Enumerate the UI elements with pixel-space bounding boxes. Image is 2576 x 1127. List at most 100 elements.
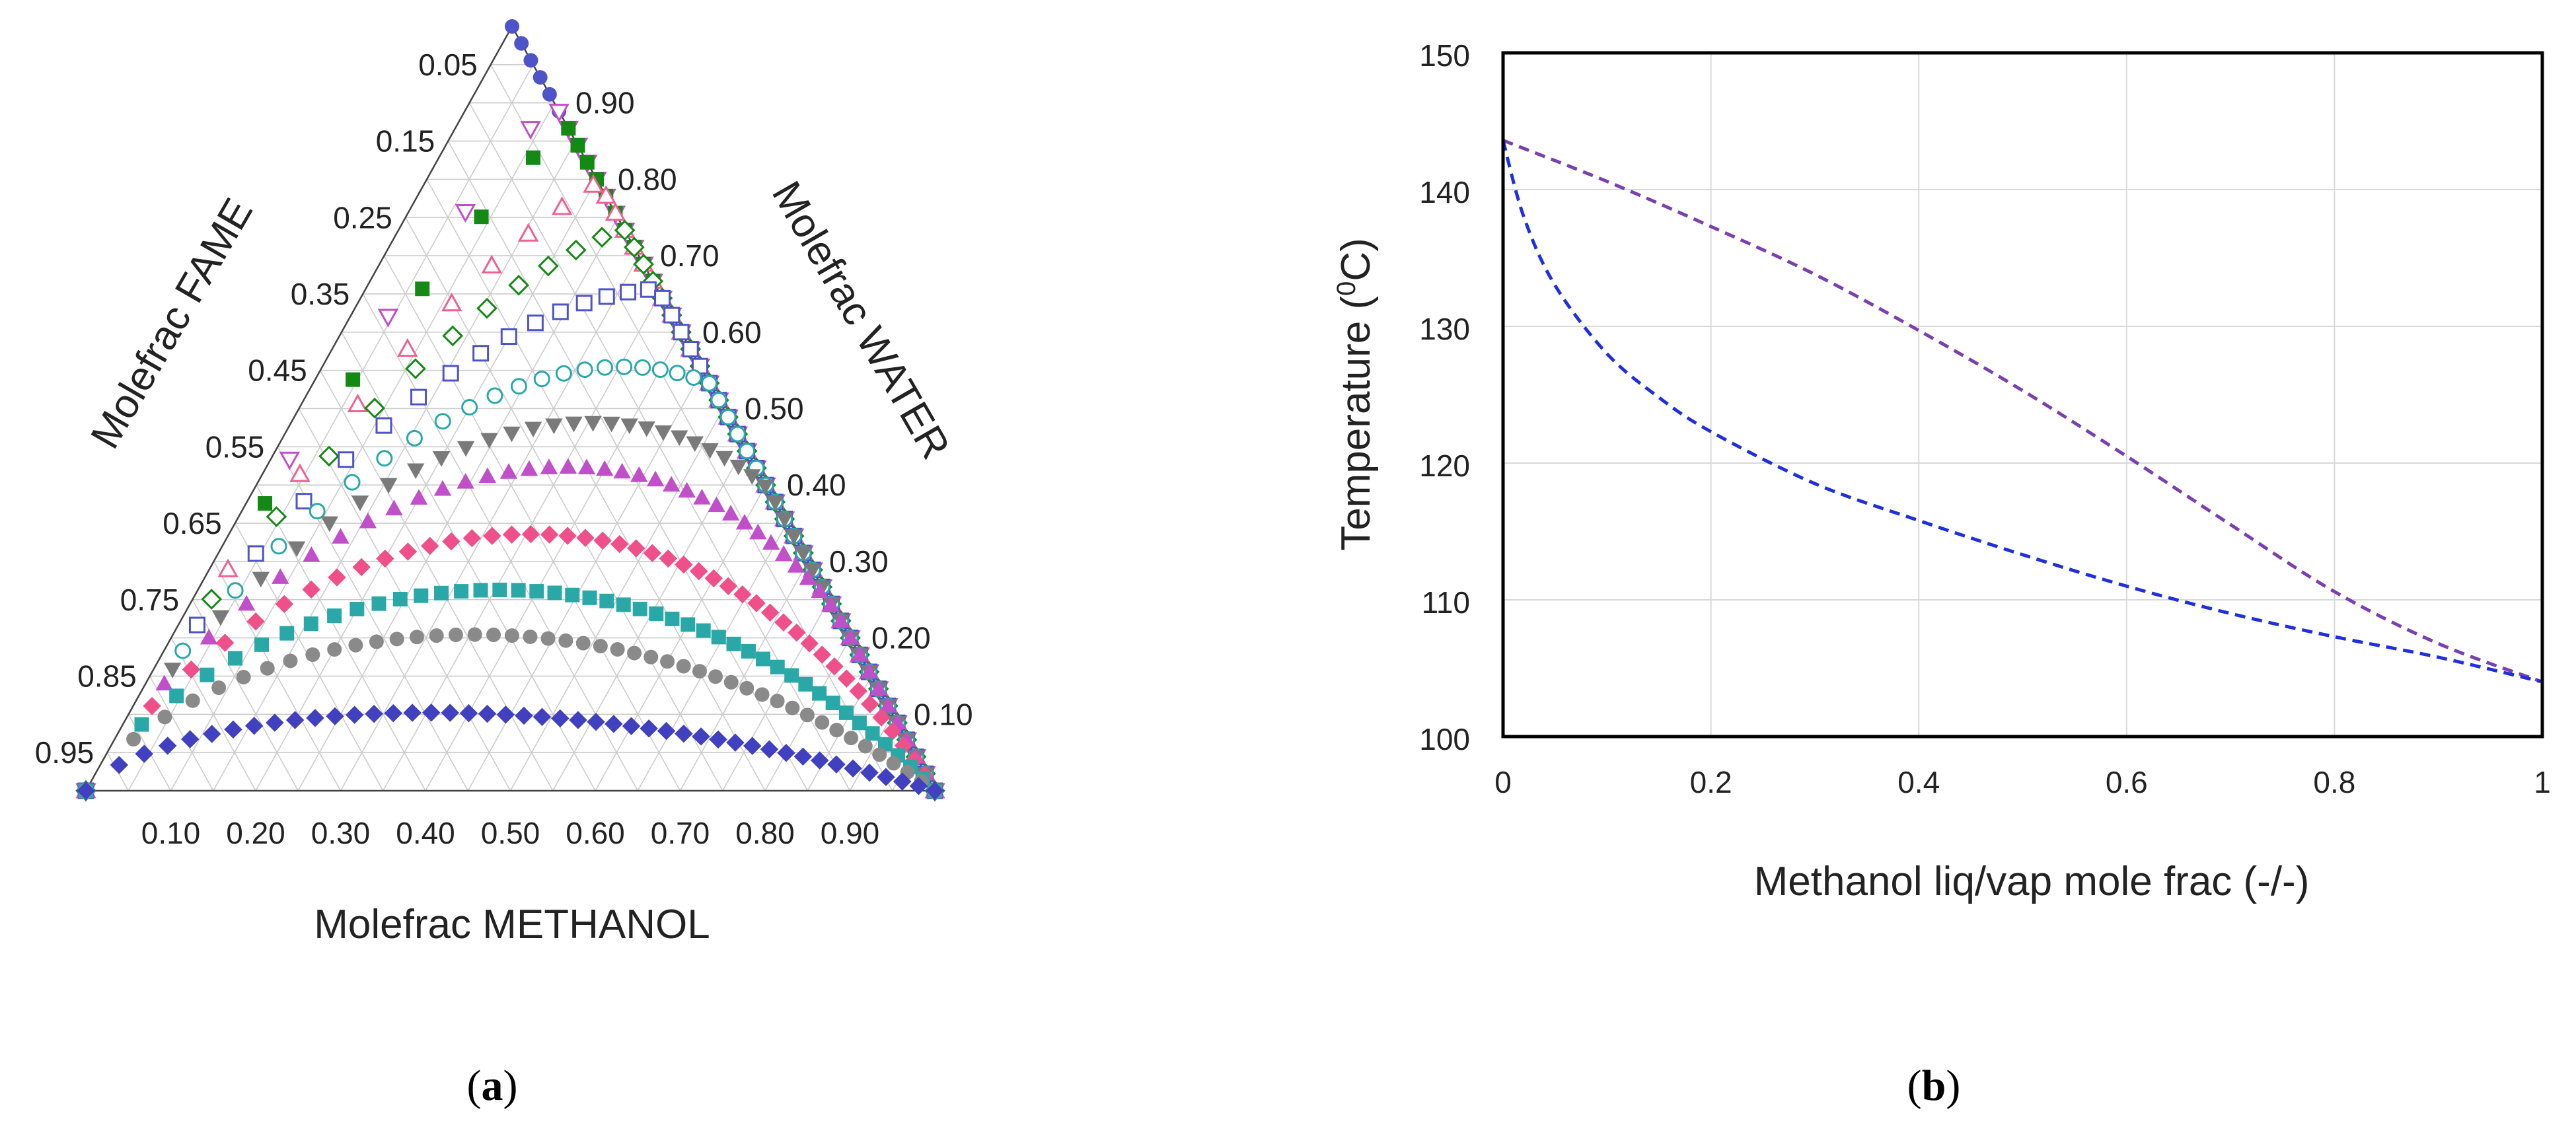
data-point (478, 467, 497, 484)
data-point (693, 489, 711, 505)
data-point (126, 731, 141, 746)
data-point (442, 365, 459, 382)
y-tick-labels: 100 110 120 130 140 150 (1419, 38, 1470, 756)
bottom-tick-label: 0.90 (821, 816, 880, 850)
data-point (492, 583, 507, 598)
data-point (520, 460, 538, 476)
data-point (723, 674, 739, 690)
data-point (654, 425, 673, 441)
data-point (496, 706, 515, 724)
data-point (306, 709, 324, 727)
data-point (200, 628, 218, 645)
data-point (640, 719, 658, 738)
data-point (338, 451, 355, 468)
data-point (729, 425, 746, 443)
data-point (376, 450, 393, 467)
data-point (596, 460, 614, 476)
ternary-gridline (595, 484, 766, 791)
left-tick-label: 0.65 (163, 506, 222, 540)
data-point (332, 528, 350, 544)
data-point (605, 715, 623, 733)
data-point (540, 525, 559, 544)
data-point (467, 627, 482, 642)
data-point (614, 219, 636, 241)
data-point (201, 589, 223, 610)
x-tick-labels: 0 0.2 0.4 0.6 0.8 1 (1494, 765, 2551, 799)
data-point (785, 700, 800, 715)
data-point (503, 426, 521, 443)
data-point (710, 392, 727, 409)
data-point (266, 506, 287, 527)
data-point (663, 476, 681, 492)
data-point (756, 479, 774, 495)
line-series (1501, 139, 2543, 684)
data-point (283, 653, 298, 669)
data-point (433, 480, 452, 496)
data-point (441, 293, 462, 312)
data-point (369, 634, 384, 649)
line-panel: 0 0.2 0.4 0.6 0.8 1 100 110 120 130 140 150 Methan… (1332, 38, 2551, 1110)
right-tick-label: 0.50 (745, 392, 804, 426)
data-point (739, 443, 756, 460)
data-point (505, 19, 519, 34)
data-point (405, 358, 426, 380)
right-tick-label: 0.30 (829, 544, 889, 579)
data-point (735, 513, 754, 530)
data-point (200, 667, 215, 682)
data-point (754, 687, 770, 702)
data-point (644, 649, 659, 665)
data-point (682, 341, 699, 358)
data-point (134, 717, 149, 732)
data-point (182, 660, 201, 679)
data-point (739, 680, 754, 696)
data-point (620, 283, 637, 301)
data-point (472, 345, 490, 362)
bottom-tick-label: 0.60 (566, 816, 625, 850)
x-tick-label: 0.6 (2106, 765, 2148, 799)
data-point (558, 633, 573, 648)
data-point (701, 443, 719, 459)
ternary-gridline (170, 637, 256, 791)
data-point (169, 688, 184, 704)
data-point (328, 568, 346, 587)
data-point (347, 393, 369, 412)
data-point (622, 717, 641, 735)
data-point (410, 388, 427, 406)
ternary-gridline (213, 141, 576, 791)
y-tick-label: 110 (1422, 585, 1470, 620)
data-point (649, 606, 664, 622)
data-point (755, 651, 770, 667)
data-point (747, 594, 766, 612)
data-point (448, 627, 463, 642)
data-point (434, 413, 451, 430)
data-point (822, 596, 840, 612)
data-point (627, 539, 645, 558)
data-point (409, 630, 424, 645)
ternary-series (75, 19, 945, 802)
data-point (643, 544, 662, 562)
data-point (584, 416, 602, 432)
data-point (704, 569, 723, 588)
data-point (502, 525, 521, 544)
data-point (719, 577, 737, 595)
data-point (247, 545, 264, 562)
data-point (570, 137, 585, 153)
data-point (762, 534, 780, 550)
data-point (865, 726, 880, 741)
data-point (593, 639, 608, 654)
data-point (825, 657, 844, 676)
data-point (837, 669, 856, 688)
data-point (561, 121, 576, 136)
data-point (665, 611, 680, 626)
ternary-gridline (679, 561, 809, 791)
ternary-gridline (405, 217, 723, 791)
data-point (671, 430, 688, 447)
right-tick-label: 0.40 (787, 468, 846, 502)
data-point (886, 756, 901, 771)
left-tick-label: 0.55 (205, 429, 265, 464)
left-tick-label: 0.25 (333, 200, 392, 235)
ternary-triangle (84, 24, 937, 792)
data-point (422, 704, 441, 722)
data-point (504, 628, 519, 643)
data-point (359, 512, 377, 528)
